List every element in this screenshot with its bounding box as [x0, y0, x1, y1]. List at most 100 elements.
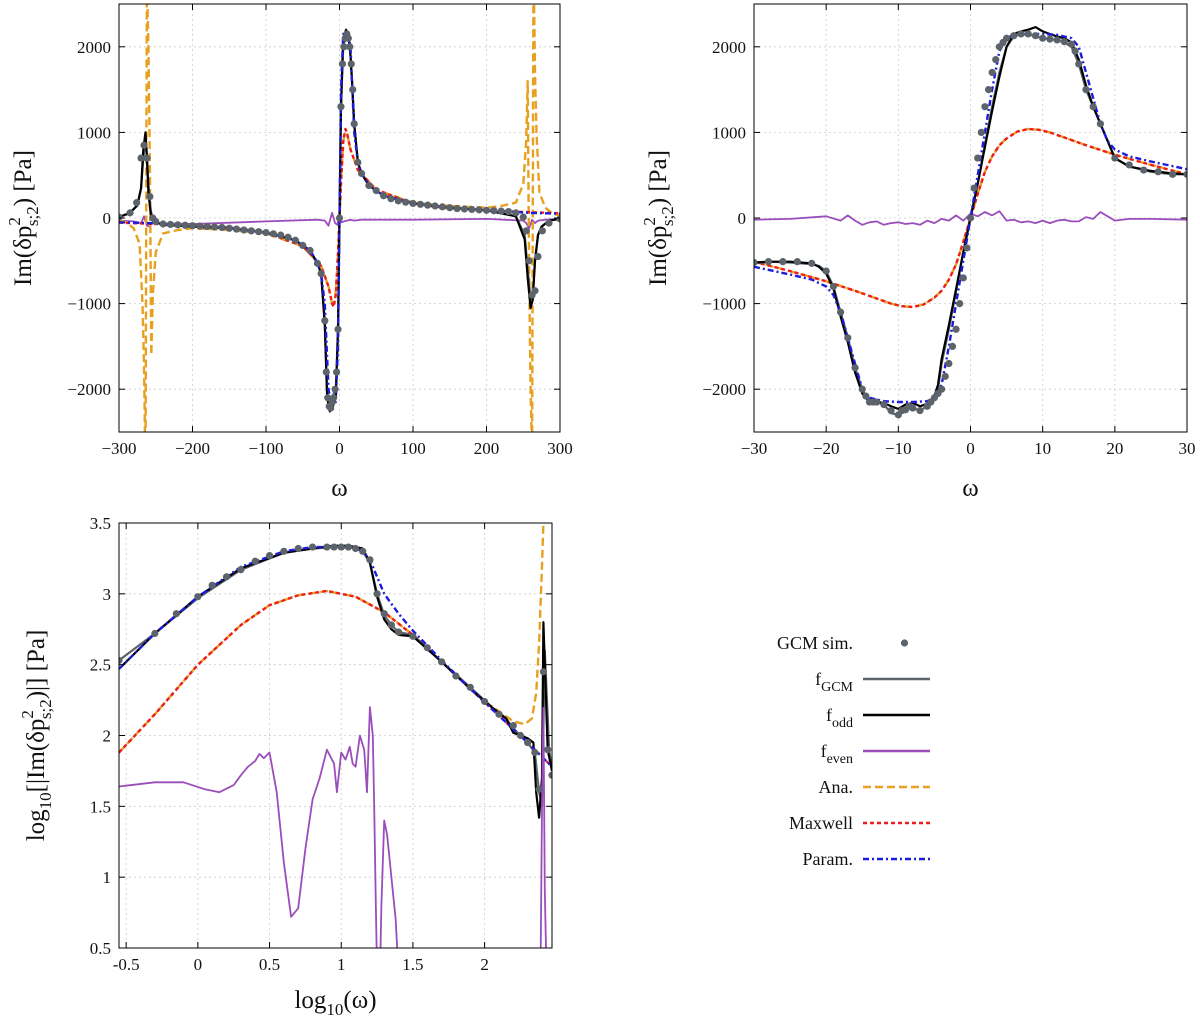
gcm-sim-point — [347, 60, 355, 68]
x-tick-label: -0.5 — [113, 955, 140, 974]
gcm-sim-point — [1039, 34, 1047, 42]
gcm-sim-point — [218, 223, 226, 232]
gcm-sim-point — [992, 56, 1000, 64]
series-ana-line — [119, 523, 545, 754]
gcm-sim-point — [308, 543, 317, 551]
gcm-sim-point — [941, 372, 949, 380]
gcm-sim-point — [556, 215, 560, 223]
gcm-sim-point — [133, 198, 141, 207]
series-gcm-line — [119, 546, 552, 808]
series-even-line — [754, 210, 1187, 226]
gcm-sim-point — [1096, 120, 1104, 128]
gcm-sim-point — [1075, 60, 1083, 68]
gcm-sim-point — [424, 201, 432, 209]
gcm-sim-point — [152, 217, 160, 226]
gcm-sim-point — [490, 207, 498, 215]
gcm-sim-point — [948, 342, 957, 350]
gcm-sim-point — [984, 86, 993, 94]
y-tick-label: −2000 — [67, 380, 111, 399]
legend-label: Ana. — [819, 777, 854, 797]
gcm-sim-point — [126, 209, 134, 217]
gcm-sim-point — [181, 221, 189, 229]
gcm-sim-point — [402, 198, 410, 206]
gcm-sim-point — [332, 368, 341, 376]
gcm-sim-point — [466, 683, 474, 691]
x-axis-label: ω — [962, 475, 978, 502]
gcm-sim-point — [452, 672, 460, 680]
gcm-sim-point — [1010, 32, 1018, 40]
gcm-sim-point — [344, 34, 352, 42]
gcm-sim-point — [337, 103, 345, 111]
gcm-sim-point — [873, 398, 881, 406]
gcm-sim-point — [1046, 35, 1054, 43]
gcm-sim-point — [380, 610, 388, 618]
gcm-sim-point — [247, 227, 255, 235]
series-odd-line — [754, 26, 1187, 410]
series-even-tail-line — [539, 707, 547, 948]
gcm-sim-point — [1071, 47, 1079, 55]
gcm-sim-point — [1082, 86, 1090, 94]
y-axis-label: Im(δp2s;2) [Pa] — [640, 150, 677, 286]
gcm-sim-point — [446, 204, 454, 212]
chart-zoom: −30 −20 −10 0 10 20 30 −2000 −1000 0 1000 2000 ω Im(δ… — [640, 3, 1196, 502]
x-tick-label: −10 — [885, 439, 912, 458]
gcm-sim-point — [509, 721, 517, 730]
gcm-sim-point — [337, 543, 345, 551]
series-param-line — [119, 545, 552, 768]
gcm-sim-point — [837, 308, 845, 316]
gcm-sim-point — [981, 103, 989, 111]
y-axis-label: log10[|Im(δp2s;2)|] [Pa] — [18, 630, 55, 842]
gcm-sim-point — [1140, 166, 1148, 174]
gcm-sim-point — [535, 785, 543, 793]
gcm-sim-point — [1002, 34, 1011, 42]
gcm-sim-point — [299, 241, 307, 249]
gcm-sim-point — [280, 547, 288, 555]
x-tick-label: −200 — [175, 439, 210, 458]
y-tick-label: 2000 — [712, 38, 746, 57]
gcm-sim-point — [1089, 103, 1097, 111]
gcm-sim-point — [262, 228, 270, 237]
gcm-sim-point — [1017, 30, 1025, 38]
legend-label: fGCM — [815, 669, 853, 695]
gcm-sim-point — [1031, 32, 1040, 40]
x-tick-label: −300 — [101, 439, 136, 458]
gcm-sim-point — [166, 220, 175, 229]
legend-item-maxwell: Maxwell — [789, 813, 930, 833]
gcm-sim-point — [143, 154, 151, 162]
gcm-sim-point — [351, 544, 360, 553]
x-tick-label: −100 — [248, 439, 283, 458]
gcm-sim-point — [793, 258, 801, 266]
gcm-sim-point — [373, 590, 381, 598]
gcm-sim-point — [335, 214, 344, 222]
legend-item-ana: Ana. — [819, 777, 930, 797]
gcm-sim-point — [938, 385, 946, 393]
gcm-sim-point — [959, 274, 967, 282]
gcm-sim-point — [394, 197, 402, 205]
gcm-sim-point — [174, 221, 182, 229]
legend-item-gcm: fGCM — [815, 669, 930, 695]
gcm-sim-point — [970, 184, 978, 192]
gcm-sim-point — [495, 710, 503, 718]
gcm-sim-point — [1111, 154, 1119, 162]
gcm-sim-point — [340, 43, 348, 51]
legend-point-swatch — [900, 639, 909, 647]
gcm-sim-point — [531, 287, 539, 295]
gcm-sim-point — [203, 222, 211, 231]
gcm-sim-point — [359, 547, 367, 555]
gcm-sim-point — [151, 629, 159, 638]
gcm-sim-point — [394, 628, 403, 636]
gcm-sim-point — [1067, 40, 1076, 48]
legend-item-odd: fodd — [826, 705, 930, 731]
gcm-sim-point — [306, 246, 314, 255]
chart-full: −300 −200 −100 0 100 200 300−2000−100001000200… — [5, 3, 573, 502]
x-tick-label: 10 — [1034, 439, 1051, 458]
gcm-sim-point — [330, 394, 338, 402]
gcm-sim-point — [140, 141, 148, 149]
gcm-sim-point — [431, 202, 439, 210]
y-tick-label: −1000 — [67, 295, 111, 314]
gcm-sim-point — [497, 207, 505, 215]
gcm-sim-point — [324, 394, 332, 402]
legend-item-param: Param. — [803, 849, 930, 869]
gcm-sim-point — [291, 236, 299, 244]
